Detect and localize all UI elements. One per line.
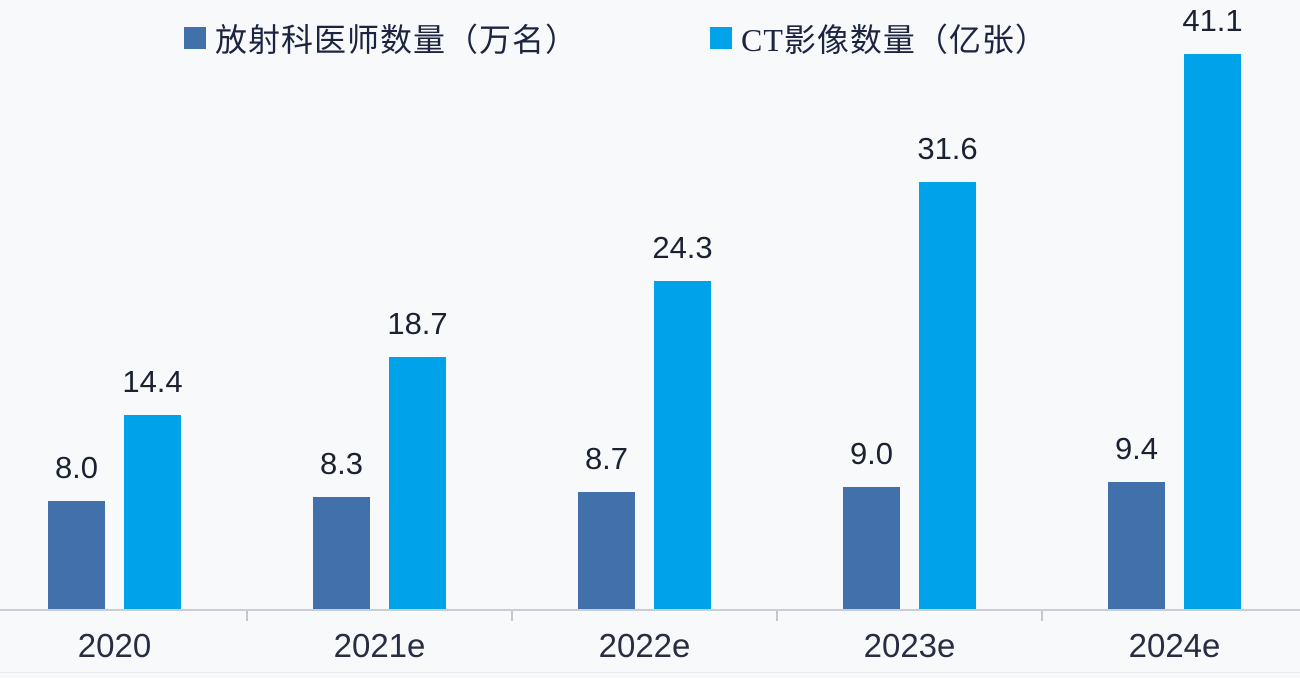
x-axis-tick bbox=[1041, 611, 1043, 621]
legend-label-ct-images: CT影像数量（亿张） bbox=[741, 22, 1048, 58]
bar-ct-images-2020 bbox=[124, 415, 181, 609]
x-axis-tick bbox=[776, 611, 778, 621]
value-label-ct-images-2024e: 41.1 bbox=[1182, 3, 1243, 38]
bar-radiologists-2022e bbox=[578, 492, 635, 609]
bar-radiologists-2023e bbox=[843, 487, 900, 609]
value-label-radiologists-2020: 8.0 bbox=[54, 450, 99, 485]
x-axis-label-2023e: 2023e bbox=[863, 627, 956, 664]
x-axis-label-2022e: 2022e bbox=[598, 627, 691, 664]
x-axis-tick bbox=[246, 611, 248, 621]
bar-ct-images-2022e bbox=[654, 281, 711, 609]
value-label-ct-images-2021e: 18.7 bbox=[387, 306, 448, 341]
value-label-ct-images-2020: 14.4 bbox=[122, 364, 183, 399]
legend-swatch-ct-images-icon bbox=[710, 27, 732, 49]
value-label-radiologists-2021e: 8.3 bbox=[319, 446, 364, 481]
value-label-radiologists-2024e: 9.4 bbox=[1114, 431, 1159, 466]
chart-legend: 放射科医师数量（万名） CT影像数量（亿张） bbox=[0, 16, 1300, 64]
bar-radiologists-2020 bbox=[48, 501, 105, 609]
bar-ct-images-2024e bbox=[1184, 54, 1241, 609]
x-axis-label-2021e: 2021e bbox=[333, 627, 426, 664]
bar-ct-images-2021e bbox=[389, 357, 446, 609]
legend-item-radiologists: 放射科医师数量（万名） bbox=[184, 16, 578, 60]
value-label-radiologists-2023e: 9.0 bbox=[849, 436, 894, 471]
legend-swatch-radiologists-icon bbox=[184, 27, 206, 49]
x-axis-tick bbox=[511, 611, 513, 621]
legend-item-ct-images: CT影像数量（亿张） bbox=[710, 16, 1048, 60]
bar-radiologists-2024e bbox=[1108, 482, 1165, 609]
value-label-ct-images-2022e: 24.3 bbox=[652, 230, 713, 265]
bar-radiologists-2021e bbox=[313, 497, 370, 609]
legend-label-radiologists: 放射科医师数量（万名） bbox=[215, 22, 579, 58]
bar-ct-images-2023e bbox=[919, 182, 976, 609]
value-label-ct-images-2023e: 31.6 bbox=[917, 131, 978, 166]
bottom-hairline bbox=[0, 672, 1300, 673]
x-axis-label-2020: 2020 bbox=[77, 627, 152, 664]
x-axis-label-2024e: 2024e bbox=[1128, 627, 1221, 664]
value-label-radiologists-2022e: 8.7 bbox=[584, 441, 629, 476]
x-axis-line bbox=[0, 609, 1300, 611]
